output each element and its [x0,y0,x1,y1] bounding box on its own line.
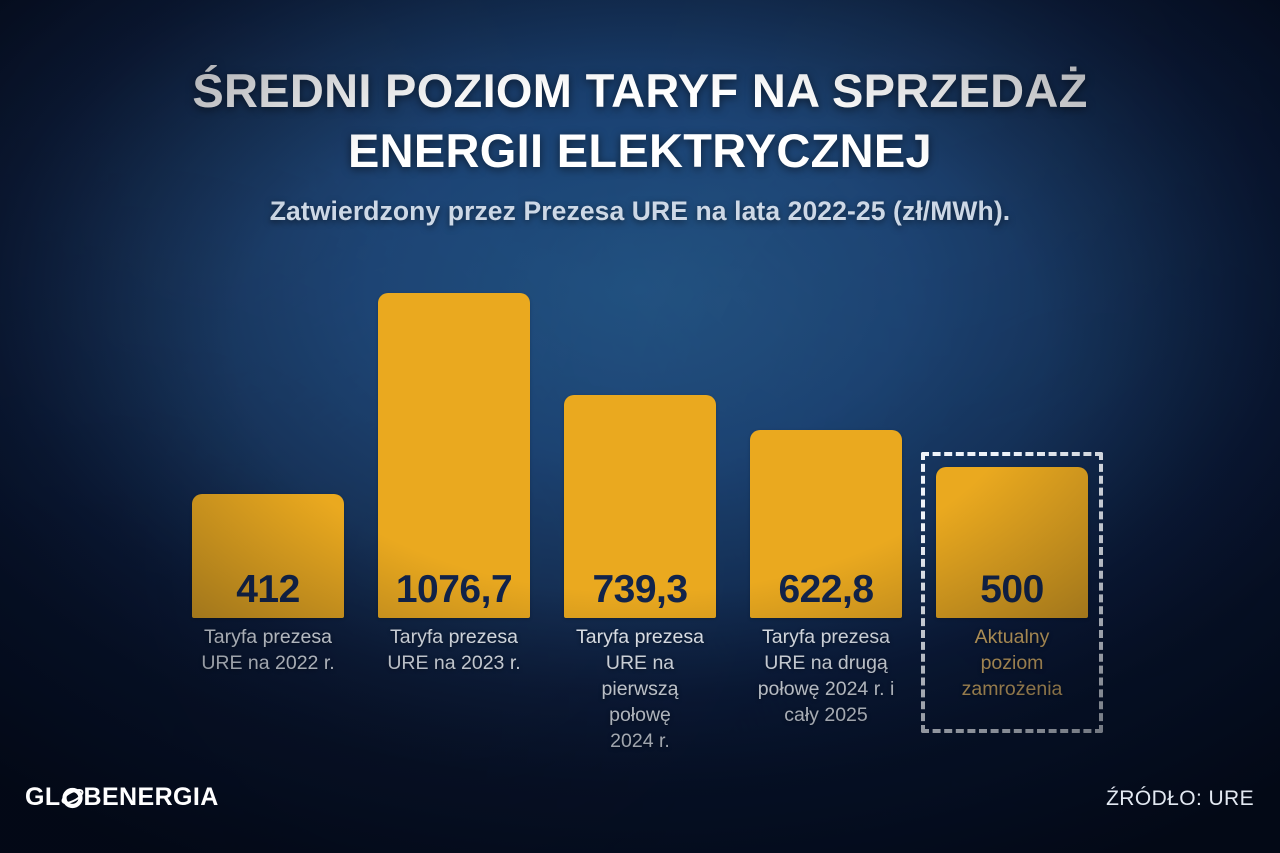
bar-3: 739,3 [564,394,716,618]
bar-caption-4: Taryfa prezesa URE na drugą połowę 2024 … [757,626,895,726]
bar-value-2: 1076,7 [395,568,513,611]
bar-caption-1: Taryfa prezesa URE na 2022 r. [201,626,335,674]
bar-value-3: 739,3 [592,567,688,611]
source-label: ŹRÓDŁO: URE [1106,787,1254,810]
bar-caption-5: Aktualny poziom zamrożenia [961,626,1063,700]
bar-caption-2: Taryfa prezesa URE na 2023 r. [387,626,521,674]
logo-text-part1: GL [25,783,61,811]
bar-4: 622,8 [750,430,902,618]
globenergia-logo: GL BENERGIA [25,783,219,812]
bar-caption-3: Taryfa prezesa URE na pierwszą połowę 20… [576,626,704,752]
logo-globe-icon [61,785,84,810]
bar-5: 500 [936,467,1088,618]
bar-2: 1076,7 [378,293,530,618]
bar-value-4: 622,8 [778,567,874,611]
bar-value-5: 500 [980,567,1044,611]
bar-1: 412 [192,493,344,618]
bar-value-1: 412 [236,567,300,611]
logo-text-part2: BENERGIA [83,783,219,811]
